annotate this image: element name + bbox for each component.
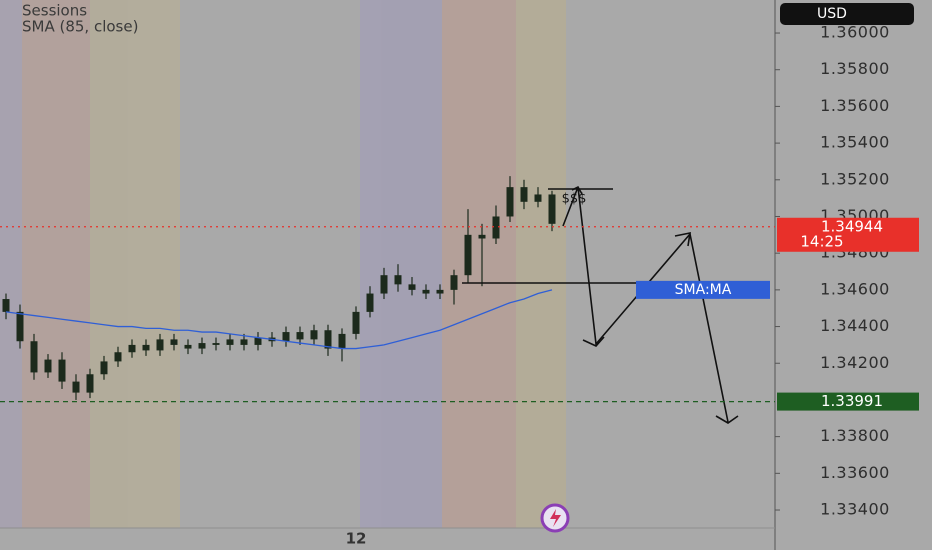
candle-body	[2, 299, 10, 312]
currency: USD	[817, 6, 847, 22]
session-band	[90, 0, 180, 528]
candle-body	[114, 352, 122, 362]
session-band	[0, 0, 22, 528]
candle-body	[408, 284, 416, 290]
session-band	[360, 0, 442, 528]
candle-body	[198, 343, 206, 349]
sma-line	[5, 289, 553, 350]
candle-body	[72, 381, 80, 393]
logo	[540, 503, 570, 533]
logo-bolt	[550, 509, 561, 527]
sma-label: SMA:MA	[675, 282, 732, 298]
candle-body	[338, 333, 346, 349]
price-label-box	[777, 217, 919, 252]
x-tick-label: 12	[346, 530, 367, 548]
y-tick-label: 1.36000	[820, 23, 890, 42]
candle-body	[86, 374, 94, 393]
candle-body	[30, 341, 38, 373]
candle-body	[324, 330, 332, 349]
currency-badge	[780, 3, 914, 25]
y-tick-label: 1.34600	[820, 279, 890, 298]
candle-body	[212, 343, 220, 345]
session-band	[22, 0, 90, 528]
candle-body	[366, 293, 374, 312]
candle-body	[282, 332, 290, 342]
legend-item: Sessions	[22, 2, 87, 20]
y-tick-label: 1.35200	[820, 169, 890, 188]
price-label: 1.33991	[821, 392, 883, 410]
candle-body	[170, 339, 178, 345]
candle-body	[450, 275, 458, 290]
y-tick-label: 1.34200	[820, 353, 890, 372]
candle-body	[436, 289, 444, 294]
candle-body	[254, 337, 262, 345]
arrow-head	[582, 336, 605, 347]
candle-body	[240, 339, 248, 345]
candle-body	[534, 194, 542, 202]
y-tick-label: 1.33600	[820, 463, 890, 482]
candle-body	[156, 339, 164, 351]
candle-body	[184, 344, 192, 349]
candle-body	[380, 275, 388, 294]
legend-item: SMA (85, close)	[22, 18, 138, 36]
price-label: 1.34944	[821, 217, 883, 235]
y-tick-label: 1.33800	[820, 426, 890, 445]
candle-body	[128, 344, 136, 353]
session-bands	[0, 0, 566, 528]
candle-body	[296, 332, 304, 340]
candle-body	[520, 187, 528, 202]
candle-body	[100, 361, 108, 375]
candle-body	[464, 234, 472, 276]
y-tick-label: 1.35600	[820, 96, 890, 115]
session-band	[442, 0, 516, 528]
arrow-head	[674, 231, 691, 247]
marks	[2, 176, 556, 400]
candle-body	[58, 359, 66, 382]
annotation: $$$	[562, 192, 587, 207]
countdown: 14:25	[800, 232, 843, 250]
candle-body	[44, 359, 52, 373]
y-tick-label: 1.35800	[820, 59, 890, 78]
price-label-box	[777, 392, 919, 411]
arrow-head	[571, 185, 583, 195]
candle-body	[548, 194, 556, 224]
candle-body	[394, 275, 402, 285]
sma-label-box	[636, 280, 770, 299]
session-band	[516, 0, 566, 528]
candle-body	[310, 330, 318, 340]
candle-body	[422, 289, 430, 294]
y-tick-label: 1.33400	[820, 500, 890, 519]
candle-body	[506, 187, 514, 217]
arrow-head	[715, 415, 739, 424]
candle-body	[478, 234, 486, 239]
candle-body	[226, 339, 234, 345]
candle-body	[492, 216, 500, 239]
candle-body	[16, 311, 24, 342]
y-tick-label: 1.34400	[820, 316, 890, 335]
y-tick-label: 1.35400	[820, 133, 890, 152]
candle-body	[142, 344, 150, 351]
candle-body	[352, 311, 360, 334]
